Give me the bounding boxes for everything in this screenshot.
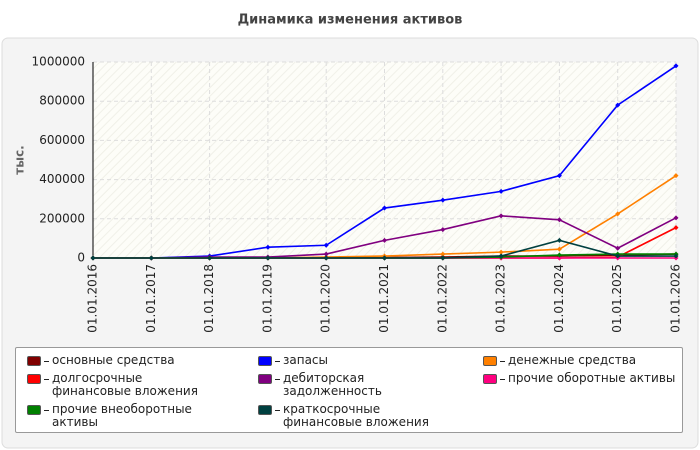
legend-swatch bbox=[258, 374, 272, 384]
y-tick-label: 400000 bbox=[39, 172, 85, 186]
y-tick-label: 600000 bbox=[39, 133, 85, 147]
legend-dash bbox=[44, 361, 49, 362]
legend-dash bbox=[44, 379, 49, 380]
legend-item: прочие оборотные активы bbox=[483, 372, 683, 401]
legend-label: долгосрочные финансовые вложения bbox=[52, 371, 198, 398]
legend-item: долгосрочные финансовые вложения bbox=[27, 372, 258, 401]
legend-dash bbox=[500, 361, 505, 362]
point bbox=[556, 246, 562, 252]
x-tick-label: 01.01.2025 bbox=[610, 264, 624, 333]
point bbox=[382, 205, 387, 211]
legend-dash bbox=[500, 379, 505, 380]
legend-label: денежные средства bbox=[508, 353, 637, 367]
legend-dash bbox=[275, 379, 280, 380]
y-axis-label: тыс. bbox=[13, 145, 27, 174]
point bbox=[207, 255, 213, 261]
legend-item: краткосрочные финансовые вложения bbox=[258, 403, 483, 432]
point bbox=[615, 102, 621, 108]
point bbox=[382, 237, 387, 243]
point bbox=[498, 213, 504, 219]
legend-item: денежные средства bbox=[483, 354, 683, 370]
point bbox=[556, 173, 562, 179]
legend-item: запасы bbox=[258, 354, 483, 370]
x-tick-label: 01.01.2018 bbox=[202, 264, 216, 333]
x-tick-label: 01.01.2023 bbox=[494, 264, 508, 333]
legend-dash bbox=[275, 410, 280, 411]
point bbox=[673, 253, 679, 259]
point bbox=[673, 63, 679, 69]
legend-label: прочие внеоборотные активы bbox=[52, 402, 192, 429]
x-tick-label: 01.01.2020 bbox=[319, 264, 333, 333]
x-tick-label: 01.01.2019 bbox=[260, 264, 274, 333]
point bbox=[148, 255, 154, 261]
point bbox=[615, 253, 621, 259]
point bbox=[556, 255, 562, 261]
point bbox=[323, 255, 329, 261]
legend-swatch bbox=[27, 356, 41, 366]
legend-swatch bbox=[483, 356, 497, 366]
y-tick-label: 200000 bbox=[39, 211, 85, 225]
legend: основные средства запасы денежные средства… bbox=[15, 347, 683, 433]
legend-label: дебиторская задолженность bbox=[283, 371, 382, 398]
x-tick-label: 01.01.2022 bbox=[435, 264, 449, 333]
chart-title: Динамика изменения активов bbox=[238, 13, 463, 28]
point bbox=[382, 255, 387, 261]
legend-swatch bbox=[258, 405, 272, 415]
point bbox=[265, 244, 271, 250]
point bbox=[673, 225, 679, 231]
point bbox=[556, 252, 562, 258]
point bbox=[673, 173, 679, 179]
point bbox=[440, 227, 446, 233]
legend-label: краткосрочные финансовые вложения bbox=[283, 402, 429, 429]
x-tick-label: 01.01.2024 bbox=[552, 264, 566, 333]
legend-swatch bbox=[27, 405, 41, 415]
legend-label: запасы bbox=[283, 353, 329, 367]
point bbox=[556, 217, 562, 223]
point bbox=[498, 253, 504, 259]
y-tick-label: 800000 bbox=[39, 94, 85, 108]
point bbox=[440, 251, 446, 257]
point bbox=[498, 188, 504, 194]
x-tick-label: 01.01.2016 bbox=[86, 264, 100, 333]
legend-label: прочие оборотные активы bbox=[508, 371, 676, 385]
legend-label: основные средства bbox=[52, 353, 175, 367]
point bbox=[615, 211, 621, 217]
point bbox=[615, 245, 621, 251]
legend-item: прочие внеоборотные активы bbox=[27, 403, 258, 432]
legend-item: дебиторская задолженность bbox=[258, 372, 483, 401]
y-tick-label: 1000000 bbox=[32, 55, 85, 69]
legend-dash bbox=[275, 361, 280, 362]
point bbox=[90, 255, 96, 261]
point bbox=[440, 197, 446, 203]
legend-dash bbox=[44, 410, 49, 411]
legend-swatch bbox=[27, 374, 41, 384]
point bbox=[498, 249, 504, 255]
point bbox=[673, 215, 679, 221]
point bbox=[556, 237, 562, 243]
legend-swatch bbox=[258, 356, 272, 366]
x-tick-label: 01.01.2021 bbox=[377, 264, 391, 333]
x-tick-label: 01.01.2017 bbox=[144, 264, 158, 333]
point bbox=[323, 251, 329, 257]
legend-item: основные средства bbox=[27, 354, 258, 370]
point bbox=[440, 255, 446, 261]
point bbox=[323, 242, 329, 248]
y-tick-label: 0 bbox=[77, 251, 85, 265]
point bbox=[265, 255, 271, 261]
x-tick-label: 01.01.2026 bbox=[669, 264, 683, 333]
legend-swatch bbox=[483, 374, 497, 384]
